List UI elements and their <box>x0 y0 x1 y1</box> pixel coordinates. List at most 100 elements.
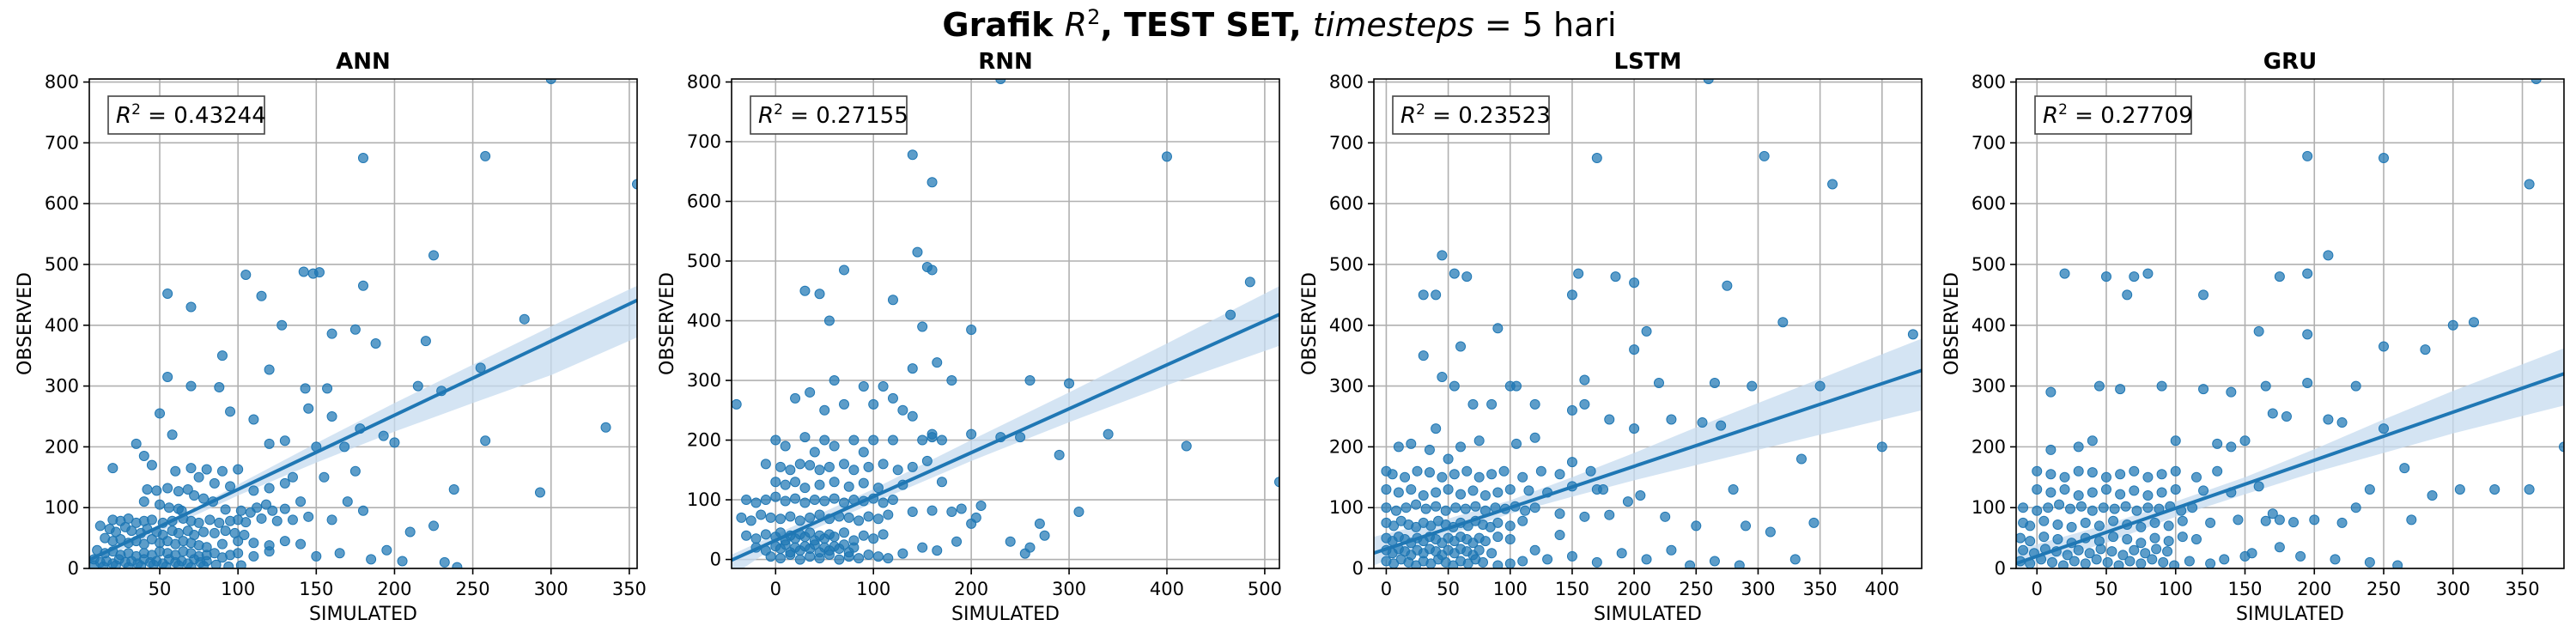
scatter-point <box>1437 371 1448 382</box>
scatter-point <box>173 560 184 568</box>
scatter-point <box>872 513 884 525</box>
scatter-point <box>2093 380 2105 392</box>
scatter-point <box>264 483 275 494</box>
scatter-point <box>1492 560 1504 568</box>
scatter-point <box>480 435 491 447</box>
scatter-point <box>2054 499 2065 510</box>
scatter-point <box>295 538 307 550</box>
scatter-point <box>233 536 244 547</box>
scatter-point <box>819 495 830 507</box>
scatter-point <box>110 526 121 538</box>
scatter-point <box>809 539 820 550</box>
scatter-point <box>1765 526 1776 538</box>
scatter-point <box>794 515 805 526</box>
scatter-point <box>1455 341 1467 352</box>
scatter-point <box>339 441 350 453</box>
scatter-point <box>966 518 977 529</box>
scatter-point <box>1709 378 1720 389</box>
scatter-point <box>412 380 423 392</box>
scatter-point <box>927 177 938 188</box>
scatter-point <box>256 290 267 301</box>
scatter-point <box>2057 560 2069 568</box>
scatter-point <box>2156 469 2167 480</box>
scatter-point <box>225 481 236 492</box>
r2-exponent: 2 <box>131 101 141 118</box>
scatter-point <box>1579 374 1590 386</box>
scatter-point <box>775 553 786 564</box>
scatter-point <box>780 539 791 550</box>
scatter-point <box>2106 546 2117 557</box>
scatter-point <box>271 515 283 526</box>
scatter-point <box>770 491 781 502</box>
scatter-point <box>349 324 361 335</box>
scatter-point <box>2295 550 2306 562</box>
scatter-point <box>1473 544 1485 556</box>
panel-lstm: 0 50 100 150 200 250 300 350 400 0 100 200 300 400 500… <box>1299 49 1923 625</box>
scatter-point <box>2198 384 2209 395</box>
y-tick-label: 600 <box>1329 193 1364 214</box>
scatter-point <box>839 539 850 550</box>
scatter-point <box>381 544 392 556</box>
scatter-point <box>839 398 850 410</box>
regression-line <box>732 313 1279 562</box>
plot-area <box>1374 79 1922 568</box>
scatter-point <box>745 515 756 526</box>
scatter-point <box>378 430 389 441</box>
scatter-point <box>2198 485 2209 496</box>
scatter-point <box>878 529 889 540</box>
scatter-point <box>1660 511 1671 522</box>
scatter-point <box>1876 441 1887 453</box>
scatter-point <box>956 503 967 514</box>
x-tick-label: 200 <box>954 579 988 599</box>
scatter-point <box>148 559 159 568</box>
scatter-point <box>863 461 874 472</box>
scatter-point <box>966 324 977 335</box>
scatter-point <box>848 434 860 446</box>
y-tick-label: 500 <box>1971 254 2006 275</box>
scatter-point <box>138 496 149 507</box>
scatter-point <box>279 503 290 514</box>
scatter-point <box>887 495 898 506</box>
scatter-point <box>765 512 776 523</box>
scatter-point <box>1814 380 1826 392</box>
scatter-point <box>248 414 259 425</box>
scatter-point <box>1431 289 1442 301</box>
scatter-point <box>2260 380 2271 392</box>
x-tick-label: 250 <box>2366 579 2401 599</box>
scatter-point <box>1554 530 1565 541</box>
scatter-point <box>146 459 157 471</box>
scatter-point <box>814 465 825 476</box>
scatter-point <box>1629 277 1640 289</box>
scatter-point <box>2136 558 2147 568</box>
scatter-point <box>1759 150 1770 161</box>
scatter-point <box>248 485 259 496</box>
scatter-point <box>2032 483 2043 495</box>
subplot-title: LSTM <box>1614 49 1682 75</box>
x-tick-label: 150 <box>1555 579 1589 599</box>
scatter-point <box>214 517 225 528</box>
scatter-point <box>2530 79 2542 84</box>
scatter-point <box>756 509 767 520</box>
scatter-point <box>2149 517 2160 528</box>
scatter-point <box>240 270 252 280</box>
scatter-point <box>185 301 197 313</box>
scatter-point <box>142 483 153 495</box>
scatter-point <box>814 479 825 490</box>
scatter-point <box>632 179 637 190</box>
x-tick-label: 200 <box>377 579 411 599</box>
scatter-point <box>1504 534 1516 545</box>
scatter-point <box>2087 467 2098 478</box>
scatter-point <box>276 319 288 331</box>
y-tick-label: 0 <box>1352 558 1364 579</box>
x-tick-label: 500 <box>1248 579 1282 599</box>
scatter-point <box>220 504 231 515</box>
scatter-point <box>1709 556 1720 567</box>
plot-area <box>2016 79 2564 568</box>
scatter-point <box>1703 79 1714 84</box>
plot-area <box>732 79 1279 568</box>
scatter-point <box>2212 465 2223 477</box>
y-tick-label: 500 <box>45 254 79 275</box>
scatter-point <box>248 538 259 549</box>
scatter-point <box>2087 505 2098 516</box>
scatter-point <box>951 536 963 547</box>
